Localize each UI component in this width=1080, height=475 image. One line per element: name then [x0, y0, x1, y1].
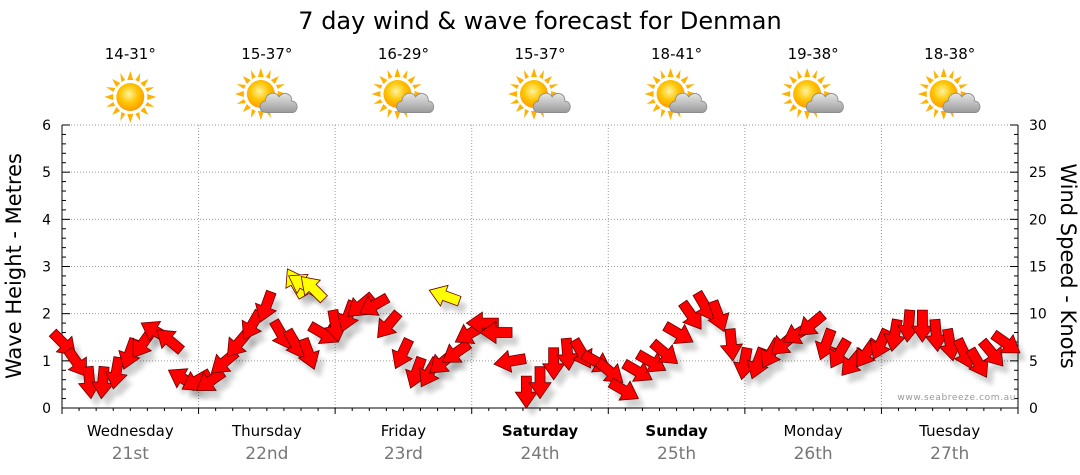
- y-left-tick-label: 6: [42, 118, 51, 134]
- wind-arrow: [719, 328, 744, 362]
- day-name-label: Tuesday: [918, 422, 980, 440]
- wind-arrows: [48, 268, 1021, 409]
- sun-cloud-icon: [917, 68, 981, 120]
- y-left-axis-title: Wave Height - Metres: [2, 153, 26, 379]
- sun-cloud-icon: [371, 68, 435, 120]
- day-headers: 14-31° 15-37° 16-29° 15-37° 18-41° 19-38° 18-3…: [104, 45, 981, 123]
- y-right-tick-label: 0: [1029, 401, 1038, 417]
- temp-range-label: 15-37°: [514, 45, 565, 63]
- wind-arrow: [607, 377, 640, 401]
- wind-arrow: [479, 320, 513, 345]
- day-date-label: 23rd: [384, 444, 423, 464]
- wind-arrow: [297, 336, 320, 370]
- day-date-label: 24th: [520, 444, 559, 464]
- temp-range-label: 14-31°: [105, 45, 156, 63]
- wind-arrow-shadow: [804, 318, 833, 344]
- wind-arrow: [104, 356, 128, 390]
- wind-arrow: [359, 292, 391, 316]
- wind-arrow: [594, 357, 624, 383]
- wind-arrow-shadow: [111, 364, 133, 397]
- sun-icon: [104, 71, 157, 123]
- y-right-tick-label: 25: [1029, 165, 1047, 181]
- wind-arrow: [707, 299, 730, 333]
- y-right-tick-label: 10: [1029, 307, 1047, 323]
- sun-cloud-icon: [644, 68, 708, 120]
- day-labels: Wednesday 21st Thursday 22nd Friday 23rd Satur…: [87, 422, 980, 464]
- wind-arrow: [254, 289, 278, 323]
- wind-arrow: [990, 329, 1021, 354]
- wind-arrow: [300, 276, 328, 304]
- day-name-label: Friday: [381, 422, 427, 440]
- y-right-tick-label: 30: [1029, 118, 1047, 134]
- y-right-tick-label: 5: [1029, 354, 1038, 370]
- day-date-label: 22nd: [245, 444, 288, 464]
- wind-arrow: [634, 349, 667, 373]
- wind-arrow: [493, 349, 527, 373]
- day-name-label: Saturday: [502, 422, 579, 440]
- sun-cloud-icon: [234, 68, 298, 120]
- sun-cloud-icon: [781, 68, 844, 120]
- y-left-tick-label: 0: [42, 401, 51, 417]
- day-date-label: 26th: [794, 444, 833, 464]
- y-left-tick-label: 1: [42, 354, 51, 370]
- wind-arrow: [662, 321, 694, 345]
- day-date-label: 27th: [930, 444, 969, 464]
- credit-text: www.seabreeze.com.au: [897, 393, 1016, 403]
- sun-cloud-icon: [508, 68, 571, 120]
- day-name-label: Wednesday: [87, 422, 174, 440]
- y-right-axis-title: Wind Speed - Knots: [1056, 163, 1080, 368]
- y-left-tick-label: 3: [42, 260, 51, 276]
- wind-arrow: [528, 366, 552, 400]
- wind-arrow: [428, 284, 462, 307]
- day-name-label: Sunday: [645, 422, 708, 440]
- wind-arrow: [798, 310, 827, 336]
- wind-arrow: [391, 336, 414, 370]
- wind-arrow-shadow: [521, 384, 544, 417]
- axes: 0 1 2 3 4 5 6 0 5 10 15 20 25 30: [42, 118, 1047, 417]
- day-name-label: Monday: [784, 422, 843, 440]
- wind-arrow: [977, 337, 1004, 367]
- chart-title: 7 day wind & wave forecast for Denman: [298, 7, 781, 35]
- wind-arrow: [48, 328, 76, 356]
- temp-range-label: 18-38°: [924, 45, 975, 63]
- day-name-label: Thursday: [231, 422, 302, 440]
- wind-arrow-shadow: [548, 355, 571, 388]
- day-date-label: 25th: [657, 444, 696, 464]
- wind-arrow-shadow: [535, 374, 557, 407]
- y-left-tick-label: 2: [42, 307, 51, 323]
- y-right-tick-label: 20: [1029, 212, 1047, 228]
- y-left-tick-label: 4: [42, 212, 51, 228]
- temp-range-label: 18-41°: [651, 45, 702, 63]
- wind-arrow: [156, 329, 185, 355]
- wind-arrow: [63, 346, 87, 377]
- wind-arrow: [649, 338, 679, 365]
- wind-arrow: [377, 309, 403, 339]
- wind-arrow: [441, 339, 473, 363]
- temp-range-label: 16-29°: [378, 45, 429, 63]
- y-right-tick-label: 15: [1029, 260, 1047, 276]
- temp-range-label: 15-37°: [241, 45, 292, 63]
- y-left-tick-label: 5: [42, 165, 51, 181]
- day-date-label: 21st: [112, 444, 149, 464]
- temp-range-label: 19-38°: [788, 45, 839, 63]
